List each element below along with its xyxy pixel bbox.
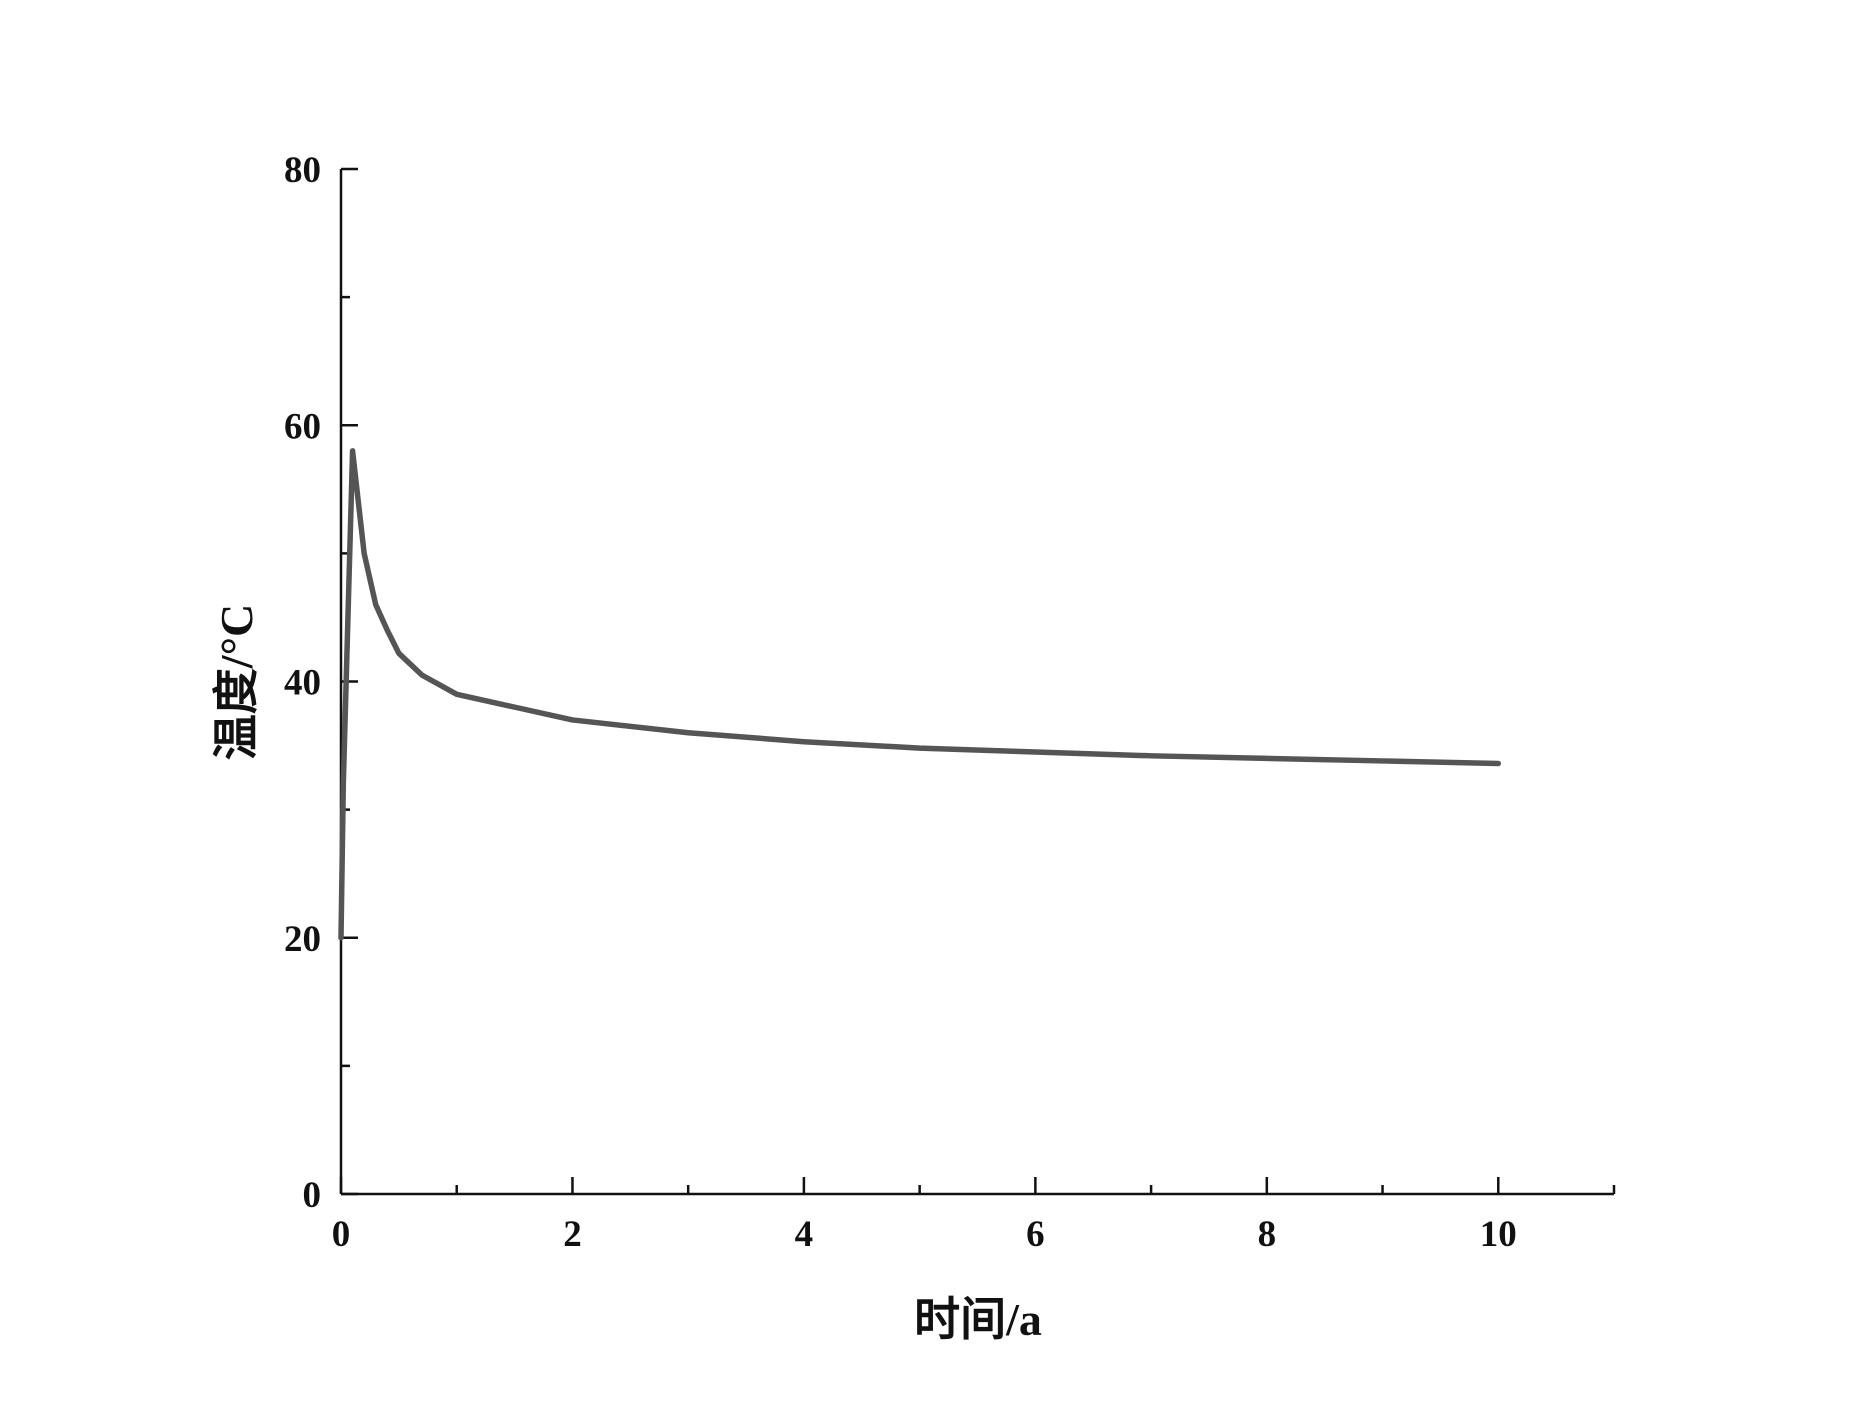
y-tick-label: 80 <box>284 150 321 191</box>
x-tick-label: 2 <box>563 1214 582 1255</box>
y-tick-label: 20 <box>284 919 321 960</box>
x-tick-label: 8 <box>1258 1214 1277 1255</box>
x-tick-label: 10 <box>1480 1214 1517 1255</box>
y-axis-title: 温度/°C <box>211 604 262 760</box>
data-line <box>338 448 1502 941</box>
y-tick-label: 60 <box>284 406 321 447</box>
x-tick-label: 6 <box>1026 1214 1045 1255</box>
x-tick-label: 4 <box>795 1214 814 1255</box>
y-tick-label: 40 <box>284 663 321 704</box>
x-tick-label: 0 <box>332 1214 351 1255</box>
y-tick-label: 0 <box>303 1175 322 1216</box>
x-axis-title: 时间/a <box>914 1294 1042 1345</box>
